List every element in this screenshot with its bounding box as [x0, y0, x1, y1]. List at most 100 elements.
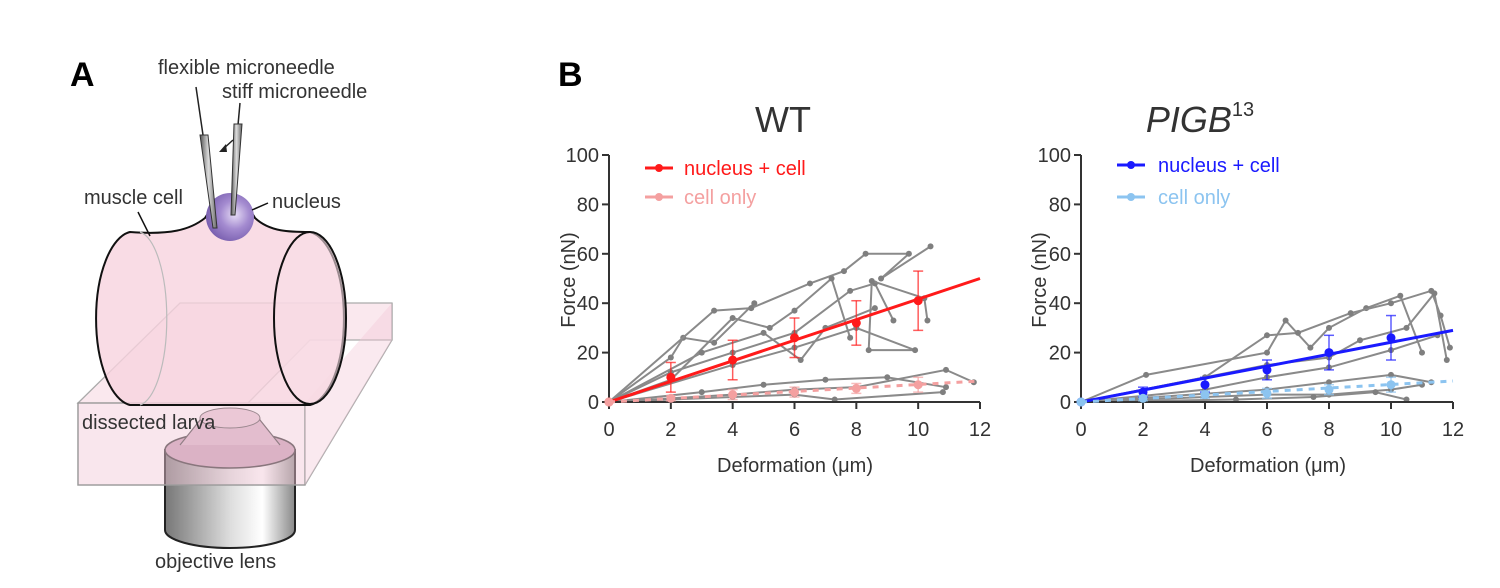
trace-point	[806, 280, 813, 287]
legend-marker	[655, 164, 663, 172]
chart-title-text: PIGB	[1146, 99, 1232, 140]
trace-point	[1326, 324, 1332, 331]
x-tick-label: 6	[1261, 419, 1272, 441]
trace-point	[1443, 357, 1450, 364]
data-point	[1138, 387, 1148, 397]
trace-point	[1264, 332, 1270, 339]
trace-point	[884, 374, 891, 381]
trace-point	[760, 381, 767, 388]
trace-point	[840, 268, 847, 275]
y-axis-label: Force (nN)	[558, 232, 580, 328]
trace-point	[760, 329, 767, 336]
trace-point	[711, 339, 718, 346]
y-tick-label: 80	[1049, 194, 1071, 216]
trace-point	[1403, 324, 1410, 331]
x-tick-label: 0	[603, 419, 614, 441]
trace-point	[868, 277, 875, 284]
trace-point	[748, 305, 755, 312]
trace-point	[791, 307, 798, 314]
y-tick-label: 0	[1060, 392, 1071, 414]
trace-point	[927, 243, 934, 250]
y-tick-label: 100	[566, 145, 599, 167]
y-tick-label: 40	[577, 293, 599, 315]
trace-point	[1419, 349, 1425, 356]
data-point	[728, 355, 738, 365]
trace-line	[608, 307, 876, 403]
microneedles	[195, 86, 243, 229]
data-point	[1262, 388, 1272, 398]
x-tick-label: 4	[727, 419, 738, 441]
data-point	[1386, 333, 1396, 343]
data-point	[851, 318, 861, 328]
trace-point	[942, 366, 949, 373]
panel-label-b: B	[558, 56, 583, 94]
legend-marker	[655, 193, 663, 201]
legend-label-nucleus-cell: nucleus + cell	[1158, 155, 1280, 177]
trace-point	[847, 334, 854, 341]
trace-point	[942, 384, 949, 391]
legend-marker	[1127, 193, 1135, 201]
label-nucleus: nucleus	[272, 191, 341, 213]
x-tick-label: 10	[907, 419, 929, 441]
trace-point	[698, 389, 705, 396]
trace-point	[1295, 329, 1301, 336]
nucleus	[206, 193, 254, 241]
trace-point	[912, 347, 919, 354]
x-tick-label: 12	[1442, 419, 1464, 441]
trace-point	[729, 315, 736, 322]
data-point	[913, 380, 923, 390]
legend-marker	[1127, 161, 1135, 169]
data-point	[1200, 390, 1210, 400]
y-axis-label: Force (nN)	[1029, 232, 1051, 328]
trace-point	[1388, 300, 1394, 307]
trace-line	[1080, 334, 1438, 403]
data-point	[1076, 397, 1086, 407]
data-point	[1262, 365, 1272, 375]
trace-line	[608, 376, 947, 403]
data-point	[666, 393, 676, 403]
trace-point	[905, 250, 912, 257]
data-point	[1386, 380, 1396, 390]
diagram-panel-a: A	[70, 56, 393, 573]
data-point	[604, 397, 614, 407]
trace-point	[1310, 394, 1317, 401]
series-nucleus-cell	[604, 270, 981, 407]
x-tick-label: 8	[851, 419, 862, 441]
trace-point	[1397, 292, 1404, 299]
trace-point	[1357, 337, 1363, 344]
trace-point	[828, 275, 835, 282]
trace-line	[1080, 383, 1423, 403]
trace-point	[847, 287, 854, 294]
trace-point	[1347, 310, 1354, 317]
y-tick-label: 60	[1049, 244, 1071, 266]
chart-title: WT	[755, 99, 811, 140]
y-tick-label: 40	[1049, 293, 1071, 315]
data-point	[790, 333, 799, 343]
trace-point	[1372, 389, 1379, 396]
trace-point	[667, 354, 674, 361]
data-point	[666, 372, 676, 382]
chart-pigb13: PIGB13 Deformation (μm) Force (nN) nucle…	[1029, 99, 1464, 477]
panel-label-a: A	[70, 56, 95, 94]
trace-point	[1307, 344, 1314, 351]
trace-point	[1446, 344, 1453, 351]
trace-point	[822, 376, 829, 383]
x-tick-label: 6	[789, 419, 800, 441]
legend-label-cell-only: cell only	[1158, 187, 1230, 209]
label-stiff-microneedle: stiff microneedle	[222, 81, 367, 103]
series-cell-only	[1076, 376, 1454, 407]
y-tick-label: 60	[577, 244, 599, 266]
x-tick-label: 10	[1380, 419, 1402, 441]
data-point	[1138, 393, 1148, 403]
data-point	[851, 383, 861, 393]
y-tick-label: 0	[588, 392, 599, 414]
y-tick-label: 80	[577, 194, 599, 216]
trace-point	[711, 307, 718, 314]
trace-point	[751, 300, 758, 307]
data-point	[913, 296, 923, 306]
x-axis-label: Deformation (μm)	[717, 455, 873, 477]
trace-point	[1143, 371, 1150, 378]
data-point	[728, 390, 738, 400]
trace-point	[924, 317, 931, 324]
